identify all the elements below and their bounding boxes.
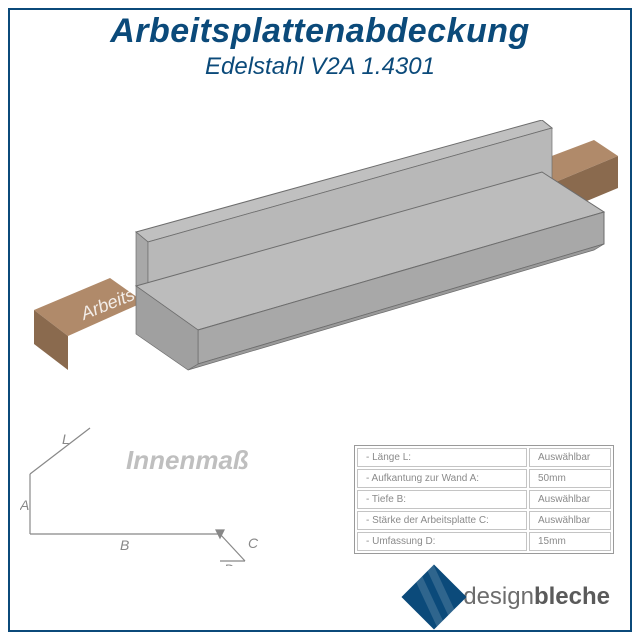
- product-illustration: Arbeitsplatte: [20, 120, 620, 400]
- logo-text-bold: bleche: [534, 583, 610, 610]
- brand-logo: designbleche: [411, 574, 610, 620]
- spec-value: Auswählbar: [529, 448, 611, 467]
- spec-value: 15mm: [529, 532, 611, 551]
- logo-text: designbleche: [463, 583, 610, 611]
- spec-value: 50mm: [529, 469, 611, 488]
- dim-d: D: [224, 561, 234, 566]
- bottom-area: Innenmaß L A B C D - Läng: [20, 406, 620, 626]
- logo-diamond-icon: [402, 564, 467, 629]
- dim-a: A: [20, 497, 29, 513]
- spec-label: - Umfassung D:: [357, 532, 527, 551]
- table-row: - Länge L: Auswählbar: [357, 448, 611, 467]
- spec-label: - Aufkantung zur Wand A:: [357, 469, 527, 488]
- table-row: - Stärke der Arbeitsplatte C: Auswählbar: [357, 511, 611, 530]
- spec-label: - Länge L:: [357, 448, 527, 467]
- spec-value: Auswählbar: [529, 490, 611, 509]
- table-row: - Umfassung D: 15mm: [357, 532, 611, 551]
- logo-text-plain: design: [463, 583, 534, 610]
- dim-l: L: [62, 431, 70, 447]
- profile-diagram: L A B C D: [20, 416, 290, 566]
- dim-b: B: [120, 537, 129, 553]
- spec-label: - Stärke der Arbeitsplatte C:: [357, 511, 527, 530]
- dim-c: C: [248, 535, 259, 551]
- spec-table: - Länge L: Auswählbar - Aufkantung zur W…: [354, 445, 614, 554]
- spec-value: Auswählbar: [529, 511, 611, 530]
- spec-label: - Tiefe B:: [357, 490, 527, 509]
- table-row: - Aufkantung zur Wand A: 50mm: [357, 469, 611, 488]
- table-row: - Tiefe B: Auswählbar: [357, 490, 611, 509]
